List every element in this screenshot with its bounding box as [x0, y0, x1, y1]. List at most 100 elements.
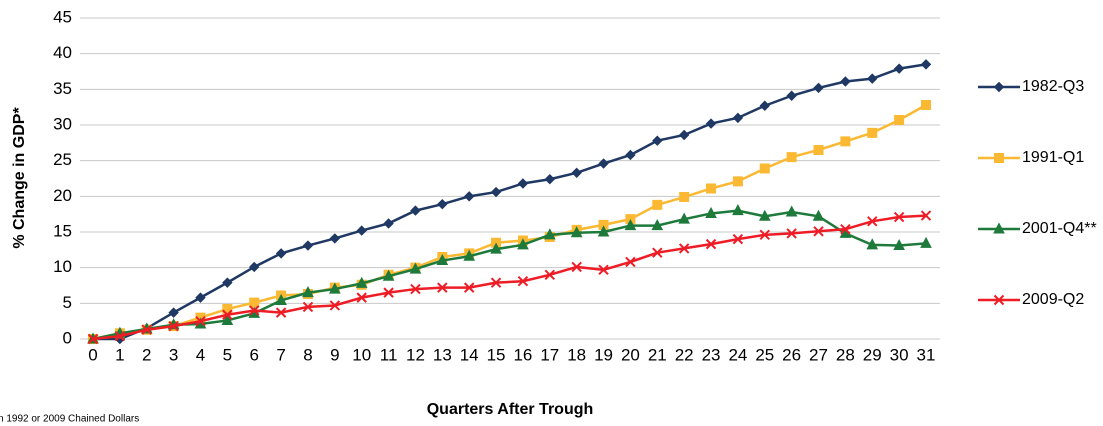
- x-tick-label: 14: [460, 345, 479, 364]
- marker: [517, 178, 529, 189]
- marker: [893, 238, 905, 251]
- marker: [490, 242, 502, 254]
- marker: [893, 211, 905, 223]
- marker: [356, 292, 367, 303]
- legend-marker: [993, 222, 1005, 234]
- marker: [651, 219, 664, 231]
- marker: [705, 118, 717, 129]
- series-line: [92, 103, 927, 341]
- series-line: [92, 209, 927, 341]
- marker: [168, 307, 179, 318]
- marker: [87, 333, 99, 345]
- x-tick-label: 15: [487, 345, 506, 364]
- marker: [544, 269, 556, 281]
- marker: [786, 90, 797, 101]
- marker: [893, 63, 905, 74]
- legend-label: 1991-Q1: [1022, 149, 1084, 166]
- marker: [652, 135, 663, 146]
- marker: [706, 183, 717, 194]
- marker: [222, 309, 233, 320]
- marker: [785, 205, 798, 217]
- x-tick-label: 28: [836, 345, 855, 364]
- marker: [866, 238, 879, 250]
- marker: [463, 191, 475, 202]
- x-tick-label: 19: [594, 345, 613, 364]
- marker: [571, 167, 582, 179]
- marker: [732, 233, 744, 245]
- y-tick-label: 40: [53, 43, 72, 62]
- marker: [329, 282, 341, 294]
- x-tick-label: 22: [675, 345, 694, 364]
- x-tick-label: 0: [88, 345, 97, 364]
- marker: [786, 228, 797, 239]
- marker: [302, 286, 314, 298]
- x-tick-label: 21: [648, 345, 667, 364]
- marker: [732, 204, 744, 216]
- x-tick-label: 2: [142, 345, 151, 364]
- marker: [195, 315, 206, 327]
- x-tick-label: 4: [196, 345, 205, 364]
- x-tick-label: 6: [249, 345, 258, 364]
- marker: [195, 292, 206, 303]
- x-tick-label: 16: [513, 345, 532, 364]
- x-tick-label: 1: [115, 345, 124, 364]
- marker: [624, 219, 637, 231]
- marker: [921, 100, 931, 111]
- marker: [598, 264, 609, 276]
- marker: [329, 300, 341, 311]
- y-tick-label: 15: [53, 221, 72, 240]
- marker: [840, 76, 851, 87]
- marker: [867, 216, 878, 227]
- marker: [410, 205, 421, 216]
- x-tick-label: 24: [728, 345, 747, 364]
- marker: [812, 209, 825, 221]
- marker: [463, 249, 476, 261]
- y-tick-label: 45: [53, 7, 72, 26]
- legend-marker: [994, 153, 1004, 163]
- marker: [625, 256, 636, 268]
- marker: [759, 163, 770, 174]
- marker: [786, 152, 797, 163]
- marker: [571, 261, 582, 273]
- x-tick-label: 7: [276, 345, 285, 364]
- series-line: [92, 214, 927, 341]
- footnote: n 1992 or 2009 Chained Dollars: [0, 414, 139, 425]
- y-tick-label: 20: [53, 186, 72, 205]
- marker: [570, 226, 583, 238]
- marker: [302, 240, 314, 251]
- x-tick-label: 18: [567, 345, 586, 364]
- marker: [249, 297, 260, 308]
- legend-label: 1982-Q3: [1022, 78, 1084, 95]
- marker: [543, 228, 556, 240]
- marker: [813, 82, 824, 94]
- marker: [329, 233, 341, 244]
- marker: [383, 287, 394, 298]
- x-tick-label: 17: [540, 345, 559, 364]
- y-tick-label: 25: [53, 150, 72, 169]
- marker: [409, 262, 422, 274]
- marker: [490, 277, 502, 288]
- marker: [275, 248, 287, 259]
- legend-label: 2001-Q4**: [1022, 220, 1097, 237]
- marker: [652, 199, 663, 210]
- marker: [813, 226, 824, 237]
- x-tick-label: 5: [223, 345, 232, 364]
- marker: [249, 261, 260, 273]
- x-tick-label: 27: [809, 345, 828, 364]
- x-tick-label: 3: [169, 345, 178, 364]
- marker: [705, 238, 717, 250]
- marker: [732, 112, 744, 124]
- marker: [894, 115, 905, 126]
- x-tick-label: 26: [782, 345, 801, 364]
- marker: [517, 238, 529, 250]
- marker: [221, 313, 234, 325]
- marker: [840, 223, 851, 235]
- marker: [490, 186, 502, 198]
- marker: [758, 209, 771, 221]
- marker: [544, 174, 556, 185]
- x-tick-label: 9: [330, 345, 339, 364]
- y-tick-label: 30: [53, 114, 72, 133]
- marker: [222, 277, 233, 288]
- marker: [275, 293, 287, 305]
- marker: [168, 320, 179, 332]
